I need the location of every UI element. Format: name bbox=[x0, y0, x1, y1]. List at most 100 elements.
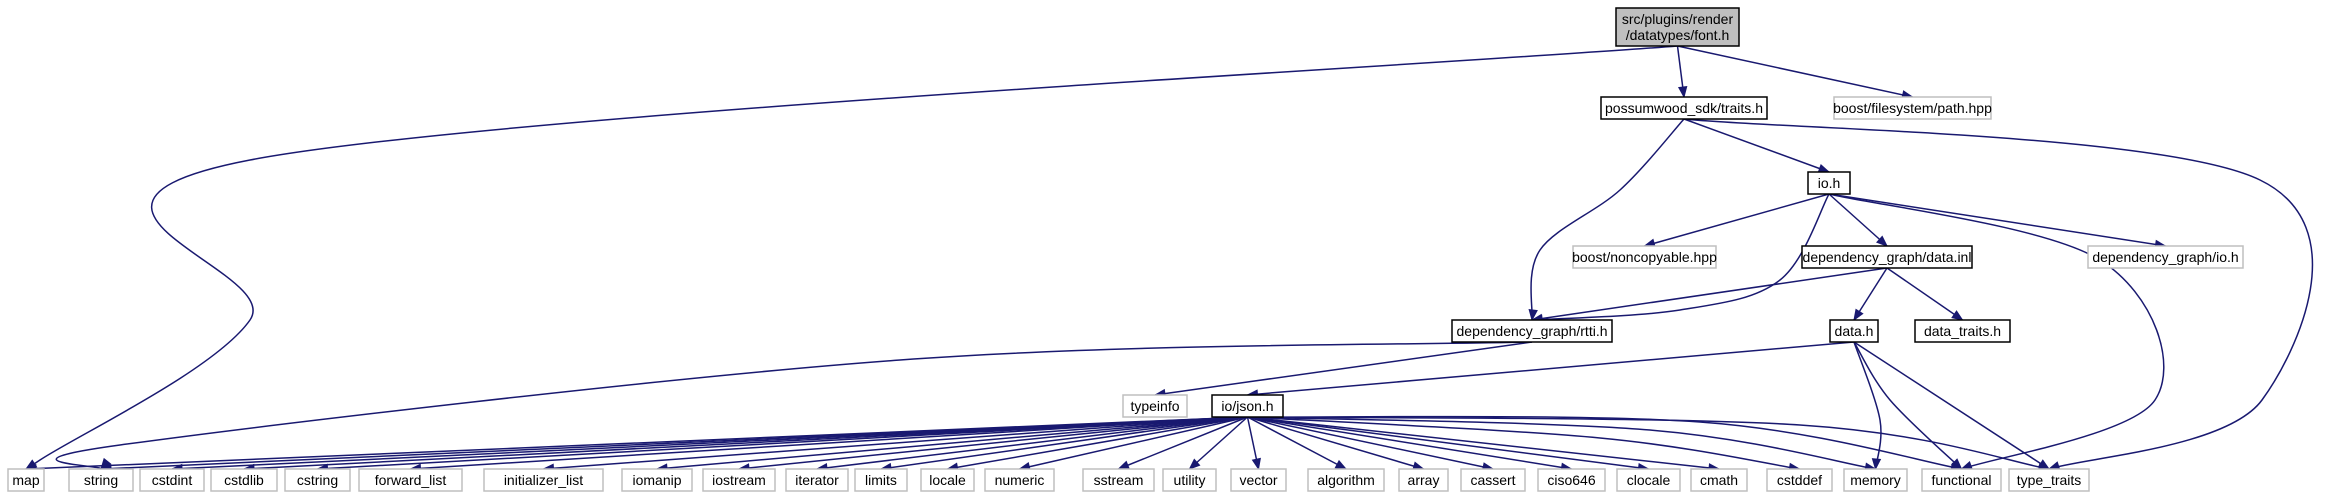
node-array: array bbox=[1398, 468, 1449, 492]
node-label: utility bbox=[1174, 472, 1206, 488]
node-json-h[interactable]: io/json.h bbox=[1211, 394, 1284, 418]
edge-line bbox=[816, 416, 1248, 470]
edge-line bbox=[947, 416, 1248, 470]
edge-line bbox=[1886, 267, 1963, 321]
node-label: dependency_graph/rtti.h bbox=[1457, 323, 1608, 339]
node-functional: functional bbox=[1921, 468, 2002, 492]
edge-io-h-to-noncopyable bbox=[1643, 193, 1830, 248]
node-data-traits-h[interactable]: data_traits.h bbox=[1914, 319, 2011, 343]
node-dg-io-h: dependency_graph/io.h bbox=[2087, 245, 2244, 269]
node-typeinfo: typeinfo bbox=[1122, 394, 1188, 418]
arrow-head-icon bbox=[1251, 457, 1261, 471]
node-label: possumwood_sdk/traits.h bbox=[1605, 100, 1763, 116]
node-label: cstdint bbox=[152, 472, 193, 488]
node-box bbox=[785, 468, 849, 492]
node-box bbox=[1230, 468, 1287, 492]
node-traits-h[interactable]: possumwood_sdk/traits.h bbox=[1600, 96, 1768, 120]
node-label: array bbox=[1408, 472, 1440, 488]
node-label: iostream bbox=[712, 472, 766, 488]
node-label: memory bbox=[1850, 472, 1901, 488]
node-initializer-list: initializer_list bbox=[483, 468, 604, 492]
node-box bbox=[1451, 319, 1613, 343]
node-layer: src/plugins/render/datatypes/font.h possu… bbox=[7, 7, 2244, 492]
node-data-inl[interactable]: dependency_graph/data.inl bbox=[1801, 245, 1973, 269]
node-label: boost/noncopyable.hpp bbox=[1572, 249, 1717, 265]
node-sstream: sstream bbox=[1082, 468, 1155, 492]
edge-line bbox=[656, 416, 1248, 470]
edge-data-inl-to-data-traits-h bbox=[1886, 267, 1964, 321]
node-label: data.h bbox=[1835, 323, 1874, 339]
node-box bbox=[854, 468, 908, 492]
edge-json-h-to-cmath bbox=[1247, 416, 1721, 473]
node-box bbox=[1921, 468, 2002, 492]
edge-line bbox=[1683, 118, 1830, 173]
node-label: locale bbox=[929, 472, 966, 488]
edge-line bbox=[1828, 193, 2166, 247]
edge-line bbox=[1853, 341, 1882, 470]
node-cstdlib: cstdlib bbox=[210, 468, 278, 492]
node-path-hpp: boost/filesystem/path.hpp bbox=[1833, 96, 1992, 120]
edge-traits-h-to-rtti-h bbox=[1528, 118, 1685, 322]
node-font-h[interactable]: src/plugins/render/datatypes/font.h bbox=[1615, 7, 1740, 47]
edge-json-h-to-forward-list bbox=[409, 416, 1248, 474]
edge-line bbox=[1247, 416, 1347, 470]
arrow-head-icon bbox=[1876, 235, 1889, 247]
node-numeric: numeric bbox=[984, 468, 1055, 492]
node-box bbox=[1615, 7, 1740, 47]
node-data-h[interactable]: data.h bbox=[1829, 319, 1879, 343]
node-box bbox=[139, 468, 205, 492]
edge-data-h-to-memory bbox=[1853, 341, 1882, 471]
node-label: string bbox=[84, 472, 118, 488]
node-utility: utility bbox=[1162, 468, 1217, 492]
edge-io-h-to-data-inl bbox=[1828, 193, 1889, 247]
edge-font-h-to-map bbox=[18, 45, 1678, 475]
node-limits: limits bbox=[854, 468, 908, 492]
edge-line bbox=[1644, 193, 1830, 247]
node-label: boost/filesystem/path.hpp bbox=[1833, 100, 1992, 116]
node-label: data_traits.h bbox=[1924, 323, 2001, 339]
node-box bbox=[68, 468, 134, 492]
edge-line bbox=[738, 416, 1248, 470]
node-label: ciso646 bbox=[1547, 472, 1595, 488]
node-type-traits: type_traits bbox=[2008, 468, 2090, 492]
node-box bbox=[621, 468, 693, 492]
node-label: cstring bbox=[297, 472, 338, 488]
node-box bbox=[1162, 468, 1217, 492]
arrow-head-icon bbox=[1951, 310, 1964, 321]
node-label: clocale bbox=[1627, 472, 1671, 488]
node-label: sstream bbox=[1094, 472, 1144, 488]
node-box bbox=[1572, 245, 1717, 269]
node-box bbox=[1807, 171, 1851, 195]
edge-font-h-to-traits-h bbox=[1676, 45, 1688, 99]
arrow-head-icon bbox=[1853, 308, 1864, 322]
edge-data-h-to-json-h bbox=[1246, 341, 1855, 399]
edge-line bbox=[1828, 193, 1888, 247]
node-rtti-h[interactable]: dependency_graph/rtti.h bbox=[1451, 319, 1613, 343]
node-label: dependency_graph/io.h bbox=[2092, 249, 2238, 265]
edge-line bbox=[1530, 118, 1685, 321]
node-label: numeric bbox=[995, 472, 1045, 488]
edge-line bbox=[317, 416, 1248, 470]
node-iomanip: iomanip bbox=[621, 468, 693, 492]
node-box bbox=[483, 468, 604, 492]
edge-line bbox=[1247, 341, 1855, 396]
arrow-head-icon bbox=[1817, 163, 1831, 173]
node-box bbox=[1600, 96, 1768, 120]
node-label: src/plugins/render bbox=[1622, 11, 1734, 27]
edge-json-h-to-utility bbox=[1188, 416, 1249, 470]
node-cassert: cassert bbox=[1460, 468, 1526, 492]
node-box bbox=[1690, 468, 1748, 492]
edge-line bbox=[1247, 415, 1962, 470]
node-box bbox=[1766, 468, 1833, 492]
node-vector: vector bbox=[1230, 468, 1287, 492]
node-box bbox=[1122, 394, 1188, 418]
edge-json-h-to-cstddef bbox=[1247, 416, 1801, 473]
edge-line bbox=[543, 416, 1248, 470]
node-io-h[interactable]: io.h bbox=[1807, 171, 1851, 195]
node-forward-list: forward_list bbox=[358, 468, 463, 492]
edge-line bbox=[1247, 416, 1424, 470]
node-box bbox=[1843, 468, 1908, 492]
edge-data-inl-to-rtti-h bbox=[1530, 267, 1888, 324]
edge-json-h-to-clocale bbox=[1247, 416, 1650, 473]
